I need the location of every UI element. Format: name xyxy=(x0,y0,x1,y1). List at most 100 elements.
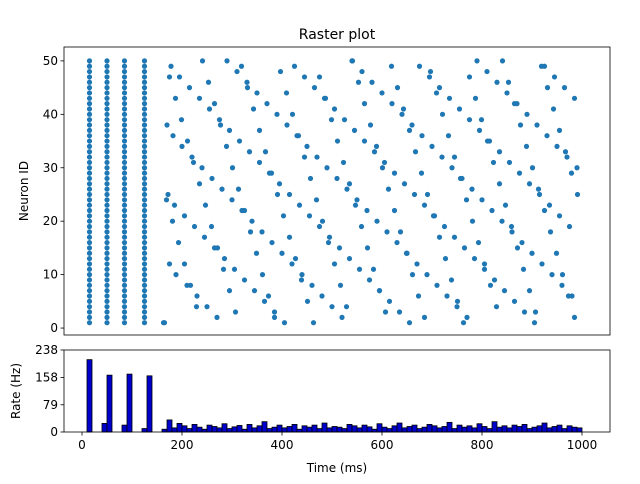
spike xyxy=(574,165,580,171)
spike xyxy=(104,202,110,208)
spike xyxy=(199,58,206,64)
spike xyxy=(193,304,200,310)
spike xyxy=(493,304,500,310)
spike xyxy=(121,282,128,288)
spike xyxy=(104,207,110,214)
spike xyxy=(564,154,570,160)
spike xyxy=(86,149,93,155)
spike xyxy=(496,149,503,155)
spike xyxy=(313,197,320,203)
spike xyxy=(201,234,208,240)
spike xyxy=(104,149,110,155)
spike xyxy=(238,63,245,69)
spike xyxy=(141,234,148,240)
spike xyxy=(104,304,110,310)
spike xyxy=(104,133,110,139)
rate-bar xyxy=(361,424,368,433)
rate-bar xyxy=(291,424,298,433)
rate-bar xyxy=(206,424,213,433)
spike xyxy=(394,239,400,246)
spike xyxy=(104,229,110,235)
spike xyxy=(104,282,110,288)
spike xyxy=(141,122,148,128)
spike xyxy=(121,95,128,101)
spike xyxy=(283,90,290,96)
spike xyxy=(389,101,395,107)
spike xyxy=(121,68,128,75)
spike xyxy=(391,207,398,214)
spike xyxy=(511,298,518,304)
spike xyxy=(244,85,251,91)
y-tick-label: 40 xyxy=(43,107,58,121)
spike xyxy=(86,58,93,64)
spike xyxy=(556,127,563,133)
spike xyxy=(235,186,242,192)
spike xyxy=(121,202,128,208)
spike xyxy=(314,154,320,160)
spike xyxy=(141,90,148,96)
spike xyxy=(86,255,93,262)
rate-bar xyxy=(261,421,268,433)
spike xyxy=(141,229,148,235)
spike xyxy=(104,293,110,299)
spike xyxy=(121,79,128,85)
spike xyxy=(261,298,268,304)
rate-bar xyxy=(221,423,228,433)
spike xyxy=(427,68,434,75)
spike xyxy=(526,181,533,187)
spike xyxy=(316,223,323,230)
rate-bar xyxy=(486,428,493,433)
spike xyxy=(86,261,93,267)
spike xyxy=(366,277,373,283)
spike xyxy=(171,202,178,208)
spike xyxy=(141,272,148,278)
spike xyxy=(379,90,385,96)
spike xyxy=(141,239,148,246)
rate-bar xyxy=(506,427,513,433)
rate-bar xyxy=(561,428,568,433)
spike xyxy=(189,154,195,160)
spike xyxy=(141,101,148,107)
rate-bar xyxy=(536,425,543,433)
rate-bar xyxy=(146,375,153,433)
spike xyxy=(241,277,248,283)
spike xyxy=(521,309,528,315)
spike xyxy=(311,85,318,91)
rate-bar xyxy=(336,426,343,433)
spike xyxy=(553,250,560,256)
spike xyxy=(121,298,128,304)
spike xyxy=(250,106,257,112)
rate-bar xyxy=(86,359,93,433)
spike xyxy=(394,85,401,91)
spike xyxy=(196,181,203,187)
spike xyxy=(121,293,128,299)
spike xyxy=(415,293,422,299)
spike xyxy=(343,304,350,310)
spike xyxy=(196,95,203,101)
spike xyxy=(86,282,93,288)
x-tick-label: 600 xyxy=(371,438,394,452)
spike xyxy=(356,266,363,272)
spike xyxy=(246,149,253,155)
rate-bar xyxy=(566,425,573,433)
rate-bar xyxy=(416,428,423,433)
spike xyxy=(529,165,536,171)
spike xyxy=(561,85,568,91)
spike xyxy=(276,181,283,187)
spike xyxy=(166,261,173,267)
axes-frame xyxy=(63,46,611,336)
y-tick-label: 10 xyxy=(43,268,58,282)
spike xyxy=(169,218,176,224)
spike xyxy=(141,288,148,294)
spike xyxy=(451,234,458,240)
spike xyxy=(141,223,148,230)
spike xyxy=(374,218,380,224)
spike xyxy=(121,175,128,182)
spike xyxy=(514,245,521,251)
spike xyxy=(86,101,93,107)
spike xyxy=(121,218,128,224)
spike xyxy=(551,74,558,80)
spike xyxy=(259,272,266,278)
